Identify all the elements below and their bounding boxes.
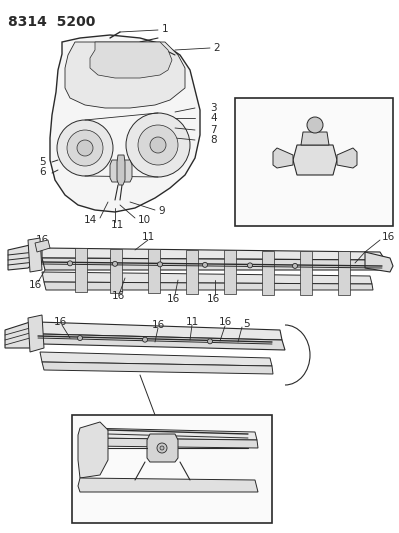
Polygon shape bbox=[78, 422, 108, 478]
Text: 9: 9 bbox=[347, 190, 354, 200]
Polygon shape bbox=[147, 434, 178, 462]
Circle shape bbox=[292, 263, 298, 269]
Polygon shape bbox=[35, 240, 50, 252]
Text: 8314  5200: 8314 5200 bbox=[8, 15, 95, 29]
Text: 5: 5 bbox=[127, 420, 133, 430]
Text: 7: 7 bbox=[210, 125, 217, 135]
Circle shape bbox=[142, 337, 148, 342]
Polygon shape bbox=[110, 160, 132, 182]
Circle shape bbox=[138, 125, 178, 165]
Polygon shape bbox=[186, 249, 198, 294]
Text: 14: 14 bbox=[109, 475, 122, 485]
Text: 10: 10 bbox=[138, 215, 151, 225]
Text: 5: 5 bbox=[243, 319, 250, 329]
Polygon shape bbox=[90, 42, 172, 78]
Text: 6: 6 bbox=[167, 500, 173, 510]
Circle shape bbox=[150, 137, 166, 153]
Text: 16: 16 bbox=[206, 294, 219, 304]
Text: 2: 2 bbox=[213, 43, 219, 53]
Text: 6: 6 bbox=[40, 167, 46, 177]
Text: 11: 11 bbox=[186, 317, 199, 327]
Polygon shape bbox=[40, 334, 285, 350]
Polygon shape bbox=[28, 315, 44, 352]
Text: 11: 11 bbox=[94, 435, 107, 445]
Polygon shape bbox=[365, 252, 393, 272]
Polygon shape bbox=[110, 249, 122, 293]
Polygon shape bbox=[8, 245, 40, 270]
Polygon shape bbox=[224, 250, 236, 294]
Polygon shape bbox=[338, 252, 350, 295]
Text: 11: 11 bbox=[111, 220, 124, 230]
Polygon shape bbox=[148, 249, 160, 293]
Text: 11: 11 bbox=[280, 180, 294, 190]
Polygon shape bbox=[42, 248, 385, 260]
Text: 16: 16 bbox=[198, 420, 211, 430]
Text: 16: 16 bbox=[151, 320, 165, 330]
Text: 16: 16 bbox=[166, 294, 180, 304]
Circle shape bbox=[67, 261, 73, 266]
Circle shape bbox=[57, 120, 113, 176]
Text: 16: 16 bbox=[53, 317, 67, 327]
Bar bbox=[235, 98, 393, 226]
Text: 10: 10 bbox=[314, 190, 326, 200]
Text: 5: 5 bbox=[40, 157, 46, 167]
Polygon shape bbox=[337, 148, 357, 168]
Polygon shape bbox=[293, 145, 337, 175]
Text: 9: 9 bbox=[158, 206, 165, 216]
Text: 13: 13 bbox=[306, 105, 320, 115]
Text: 1: 1 bbox=[162, 24, 169, 34]
Text: 16: 16 bbox=[382, 232, 395, 242]
Polygon shape bbox=[87, 438, 258, 448]
Text: 8: 8 bbox=[210, 135, 217, 145]
Text: 11: 11 bbox=[238, 435, 251, 445]
Bar bbox=[72, 415, 272, 523]
Text: 14: 14 bbox=[84, 215, 97, 225]
Polygon shape bbox=[28, 238, 42, 272]
Polygon shape bbox=[50, 35, 200, 212]
Polygon shape bbox=[300, 251, 312, 295]
Polygon shape bbox=[42, 362, 273, 374]
Polygon shape bbox=[5, 322, 35, 348]
Text: 14: 14 bbox=[367, 157, 380, 167]
Polygon shape bbox=[42, 272, 372, 284]
Circle shape bbox=[247, 263, 253, 268]
Polygon shape bbox=[301, 132, 329, 145]
Text: 12: 12 bbox=[250, 147, 263, 157]
Circle shape bbox=[207, 339, 213, 344]
Text: 16: 16 bbox=[36, 235, 49, 245]
Polygon shape bbox=[44, 282, 373, 290]
Text: 3: 3 bbox=[210, 103, 217, 113]
Circle shape bbox=[158, 262, 162, 267]
Text: 15: 15 bbox=[370, 143, 383, 153]
Polygon shape bbox=[262, 251, 274, 295]
Circle shape bbox=[67, 130, 103, 166]
Circle shape bbox=[126, 113, 190, 177]
Polygon shape bbox=[273, 148, 293, 168]
Circle shape bbox=[307, 117, 323, 133]
Text: 16: 16 bbox=[218, 317, 232, 327]
Polygon shape bbox=[85, 428, 257, 440]
Text: 11: 11 bbox=[141, 232, 155, 242]
Polygon shape bbox=[40, 352, 272, 366]
Polygon shape bbox=[75, 248, 87, 293]
Polygon shape bbox=[78, 478, 258, 492]
Polygon shape bbox=[65, 42, 185, 108]
Circle shape bbox=[77, 140, 93, 156]
Text: 16: 16 bbox=[28, 280, 41, 290]
Circle shape bbox=[160, 446, 164, 450]
Polygon shape bbox=[42, 258, 388, 270]
Polygon shape bbox=[38, 322, 282, 340]
Text: 16: 16 bbox=[111, 291, 124, 301]
Circle shape bbox=[157, 443, 167, 453]
Circle shape bbox=[203, 262, 207, 268]
Circle shape bbox=[113, 261, 117, 266]
Circle shape bbox=[77, 336, 83, 341]
Text: 4: 4 bbox=[210, 113, 217, 123]
Polygon shape bbox=[117, 155, 125, 185]
